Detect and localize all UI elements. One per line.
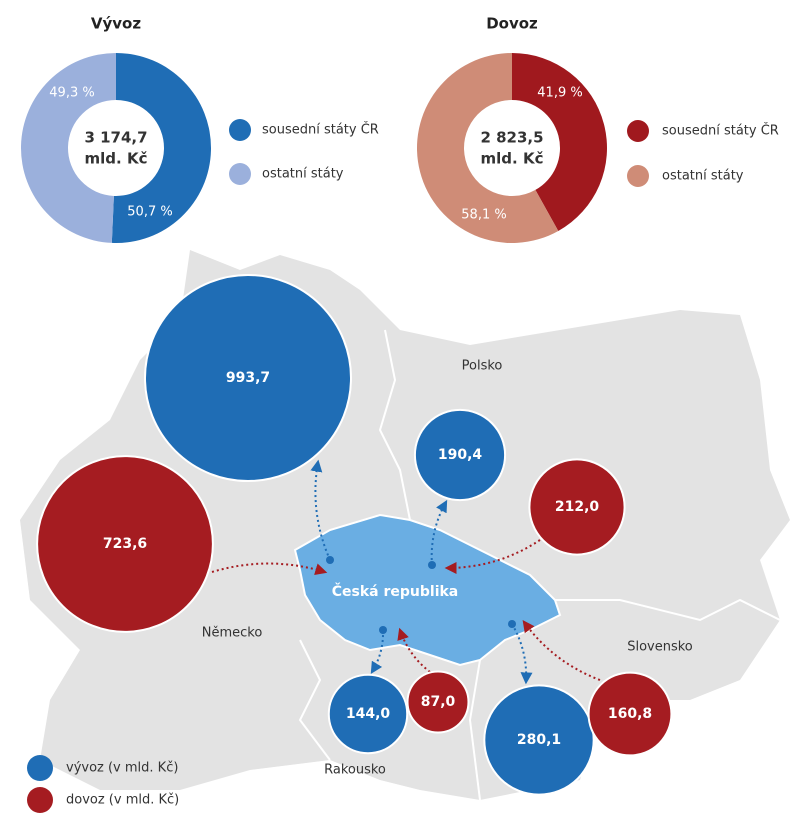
legend-swatch	[627, 120, 649, 142]
legend-swatch	[229, 163, 251, 185]
value-label: 50,7 %	[127, 205, 172, 220]
flow-arrow	[511, 623, 533, 685]
donut-segment	[111, 53, 211, 243]
value-label: 41,9 %	[537, 86, 582, 101]
border	[298, 639, 331, 761]
flow-origin	[508, 620, 516, 628]
legend-label: sousední státy ČR	[262, 122, 379, 138]
region-label: Česká republika	[332, 582, 459, 600]
legend-label: dovoz (v mld. Kč)	[66, 793, 179, 808]
bubble-label: 723,6	[103, 536, 147, 552]
bubble	[36, 455, 214, 633]
bubble-label: 160,8	[608, 706, 652, 722]
center-label: mld. Kč	[85, 150, 148, 168]
bubble	[413, 408, 507, 502]
bubble	[144, 274, 352, 482]
flow-origin	[428, 561, 436, 569]
country-label: Rakousko	[324, 763, 386, 778]
value-label: 58,1 %	[461, 208, 506, 223]
border	[555, 598, 781, 622]
legend-swatch	[27, 755, 53, 781]
flow-origin	[326, 556, 334, 564]
bubble-label: 144,0	[346, 706, 391, 722]
flow-arrow	[397, 627, 431, 673]
legend-swatch	[27, 787, 53, 813]
bubble	[327, 673, 409, 755]
pie-title: Dovoz	[486, 15, 538, 33]
donut-segment	[417, 53, 559, 243]
country-label: Polsko	[462, 359, 503, 374]
bubble-label: 87,0	[421, 694, 456, 710]
czech-republic	[293, 513, 562, 667]
bubble	[528, 458, 626, 556]
legend-label: ostatní státy	[262, 167, 344, 182]
flow-arrow	[430, 499, 448, 566]
bubble-label: 280,1	[517, 732, 561, 748]
flow-origin	[379, 626, 387, 634]
legend-label: sousední státy ČR	[662, 123, 779, 139]
pie-title: Vývoz	[91, 15, 141, 33]
legend-swatch	[627, 165, 649, 187]
country-label: Německo	[202, 626, 263, 641]
center-label: 2 823,5	[480, 129, 543, 147]
border	[468, 659, 481, 801]
value-label: 49,3 %	[49, 86, 94, 101]
bubble-label: 993,7	[226, 370, 270, 386]
bubble-label: 212,0	[555, 499, 600, 515]
bubble	[483, 684, 595, 796]
legend-label: vývoz (v mld. Kč)	[66, 761, 178, 776]
center-label: mld. Kč	[481, 150, 544, 168]
flow-arrow	[370, 629, 385, 675]
legend-swatch	[229, 119, 251, 141]
bubble	[406, 670, 470, 734]
flow-arrow	[310, 459, 331, 561]
donut-segment	[20, 53, 116, 243]
legend-label: ostatní státy	[662, 169, 744, 184]
center-label: 3 174,7	[84, 129, 147, 147]
border	[378, 329, 411, 521]
bubble-label: 190,4	[438, 447, 483, 463]
country-label: Slovensko	[627, 640, 693, 655]
bubble	[587, 671, 673, 757]
donut-segment	[512, 53, 608, 231]
